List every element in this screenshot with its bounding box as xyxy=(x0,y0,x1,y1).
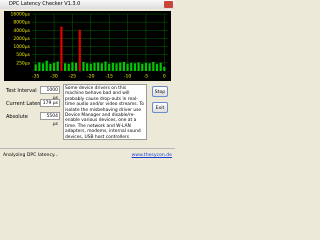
bar xyxy=(67,63,70,71)
status-bar: Analyzing DPC latency... www.thesycon.de xyxy=(0,148,175,162)
bar xyxy=(122,61,125,71)
bar xyxy=(130,62,133,71)
info-label: Absolute xyxy=(6,114,28,120)
x-tick-label: -10 xyxy=(124,74,131,80)
bar xyxy=(163,66,166,71)
bar xyxy=(86,63,89,71)
exit-button[interactable]: Exit xyxy=(152,102,168,113)
bar xyxy=(155,63,159,71)
bar xyxy=(89,63,92,71)
bar xyxy=(78,29,81,71)
bar xyxy=(75,62,78,71)
title-bar: DPC Latency Checker V1.3.0 xyxy=(0,0,175,9)
y-tick-label: 2000µs xyxy=(13,36,30,42)
bar xyxy=(126,63,129,71)
bar xyxy=(97,62,100,71)
bar xyxy=(60,26,63,71)
bar xyxy=(93,62,96,71)
bar xyxy=(111,62,114,71)
status-text: Analyzing DPC latency... xyxy=(3,153,59,158)
y-tick-label: 16000µs xyxy=(10,12,30,18)
x-tick-label: -20 xyxy=(87,74,94,80)
website-link[interactable]: www.thesycon.de xyxy=(131,153,172,158)
bar xyxy=(148,63,151,71)
bar xyxy=(144,62,148,71)
y-tick-label: 8000µs xyxy=(13,20,30,26)
window-title: DPC Latency Checker V1.3.0 xyxy=(9,1,81,7)
bar xyxy=(159,62,162,71)
x-tick-label: -25 xyxy=(69,74,76,80)
bar xyxy=(100,63,103,71)
bar xyxy=(38,62,41,71)
message-box: Some device drivers on this machine beha… xyxy=(63,84,147,140)
bar xyxy=(108,63,111,71)
bar xyxy=(137,62,140,71)
close-button[interactable] xyxy=(164,1,173,8)
app-window: DPC Latency Checker V1.3.0 16000µs 8000µs… xyxy=(0,0,175,161)
y-tick-label: 4000µs xyxy=(13,28,30,34)
y-tick-label: 500µs xyxy=(16,52,30,58)
bar xyxy=(133,63,137,71)
x-tick-label: -35 xyxy=(32,74,39,80)
bar xyxy=(115,63,118,71)
x-tick-label: -5 xyxy=(144,74,149,80)
bar xyxy=(71,62,74,71)
bar xyxy=(141,63,144,71)
bar xyxy=(56,61,59,71)
info-value: 179 µs xyxy=(40,99,60,107)
bar xyxy=(63,63,67,71)
x-tick-label: -15 xyxy=(106,74,113,80)
info-value: 1000 µs xyxy=(40,86,60,101)
bar xyxy=(152,61,155,71)
bar xyxy=(45,60,48,71)
bar xyxy=(52,62,56,71)
info-value: 5504 µs xyxy=(40,112,60,127)
latency-chart: 16000µs 8000µs 4000µs 2000µs 1000µs 500µs 250µ… xyxy=(4,11,171,81)
bar xyxy=(49,63,52,71)
y-tick-label: 250µs xyxy=(16,60,30,66)
info-label: Test Interval xyxy=(6,88,37,94)
stop-button[interactable]: Stop xyxy=(152,86,168,97)
bar xyxy=(104,61,107,71)
y-tick-label: 1000µs xyxy=(13,44,30,50)
bar xyxy=(34,64,37,71)
x-tick-label: 0 xyxy=(163,74,166,80)
x-tick-label: -30 xyxy=(50,74,57,80)
bar xyxy=(41,63,45,71)
info-label: Current Latency xyxy=(6,101,47,107)
bar xyxy=(119,62,122,71)
bar xyxy=(82,61,85,71)
